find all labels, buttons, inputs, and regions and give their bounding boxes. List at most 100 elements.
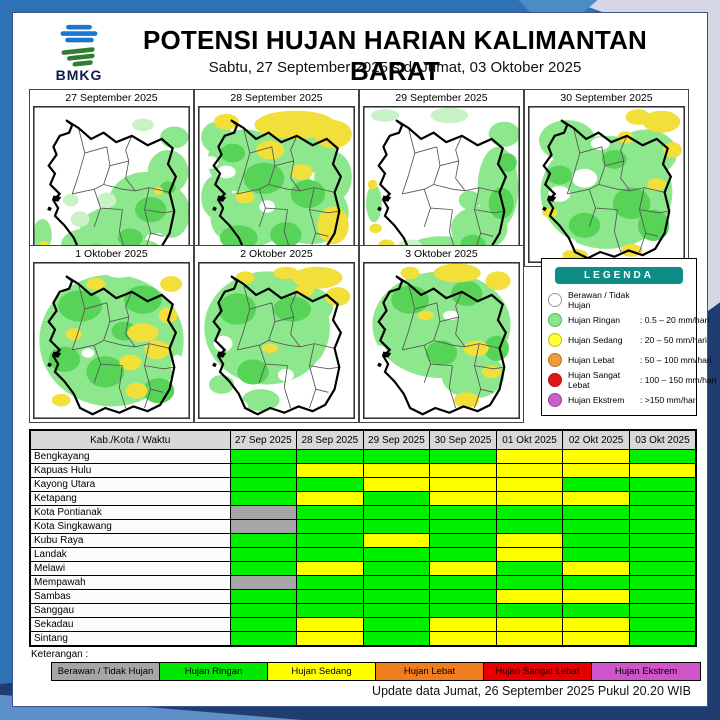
rain-category-cell [628, 533, 697, 548]
table-row: Melawi [29, 561, 697, 576]
rain-category-cell [296, 603, 364, 618]
rain-category-cell [562, 463, 630, 478]
rain-category-cell [429, 463, 497, 478]
region-name: Melawi [29, 561, 231, 576]
rain-forecast-map [363, 262, 520, 419]
panel-date-label: 3 Oktober 2025 [405, 248, 478, 260]
rain-category-cell [362, 547, 431, 562]
region-name: Sambas [29, 589, 231, 604]
table-date-header: 02 Okt 2025 [562, 429, 630, 450]
rain-category-cell [362, 477, 431, 492]
rain-category-cell [495, 603, 564, 618]
rain-category-cell [296, 561, 364, 576]
rain-category-cell [562, 603, 630, 618]
rain-category-cell [562, 533, 630, 548]
rain-category-cell [562, 617, 630, 632]
rain-category-cell [628, 603, 697, 618]
rain-category-cell [229, 505, 298, 520]
rain-category-cell [495, 561, 564, 576]
legend-item-range: : 50 – 100 mm/hari [640, 355, 712, 365]
rain-category-cell [296, 477, 364, 492]
legend-color-dot [548, 333, 562, 347]
legend-item: Berawan / Tidak Hujan [542, 290, 696, 310]
keterangan-category-cell: Hujan Lebat [376, 663, 484, 680]
rain-category-cell [229, 547, 298, 562]
rain-forecast-map [363, 106, 520, 263]
page-title: POTENSI HUJAN HARIAN KALIMANTAN BARAT [142, 25, 648, 86]
rain-category-cell [429, 631, 497, 647]
region-name: Kota Singkawang [29, 519, 231, 534]
region-name: Landak [29, 547, 231, 562]
rain-category-cell [296, 519, 364, 534]
rain-category-cell [562, 561, 630, 576]
rain-category-cell [229, 617, 298, 632]
rain-category-cell [628, 589, 697, 604]
rain-category-cell [429, 589, 497, 604]
rain-category-cell [562, 547, 630, 562]
region-name: Bengkayang [29, 449, 231, 464]
legend-color-dot [548, 313, 562, 327]
update-timestamp: Update data Jumat, 26 September 2025 Puk… [372, 684, 691, 698]
legend-item-range: : 20 – 50 mm/hari [640, 335, 707, 345]
rain-category-cell [229, 449, 298, 464]
forecast-map-panel: 28 September 2025 [194, 89, 359, 267]
rain-forecast-map [33, 106, 190, 263]
table-row: Mempawah [29, 575, 697, 590]
rain-category-cell [562, 491, 630, 506]
rain-category-cell [562, 575, 630, 590]
rain-category-cell [429, 491, 497, 506]
table-row: Kota Singkawang [29, 519, 697, 534]
rain-category-cell [562, 631, 630, 647]
keterangan-category-cell: Berawan / Tidak Hujan [52, 663, 160, 680]
rain-category-cell [429, 561, 497, 576]
rain-forecast-map [33, 262, 190, 419]
keterangan-label: Keterangan : [31, 649, 89, 660]
table-date-header: 01 Okt 2025 [495, 429, 564, 450]
rain-category-cell [562, 519, 630, 534]
rain-category-cell [429, 519, 497, 534]
rain-category-cell [562, 589, 630, 604]
rain-category-cell [296, 589, 364, 604]
panel-date-label: 28 September 2025 [230, 92, 323, 104]
region-name: Kapuas Hulu [29, 463, 231, 478]
rain-category-cell [296, 463, 364, 478]
rain-category-cell [296, 631, 364, 647]
keterangan-category-cell: Hujan Ringan [160, 663, 268, 680]
legend-item-range: : >150 mm/hari [640, 395, 698, 405]
keterangan-category-cell: Hujan Sangat Lebat [484, 663, 592, 680]
table-row: Kubu Raya [29, 533, 697, 548]
rain-category-cell [362, 603, 431, 618]
bmkg-logo: BMKG [43, 23, 115, 83]
rain-category-cell [362, 449, 431, 464]
keterangan-color-bar: Berawan / Tidak Hujan Hujan Ringan Hujan S… [51, 662, 701, 681]
rain-category-cell [628, 519, 697, 534]
forecast-maps-row-1: 27 September 2025 28 September 2025 29 Sep… [29, 89, 689, 267]
legend-color-dot [548, 293, 562, 307]
rain-category-cell [362, 575, 431, 590]
legend-item-label: Berawan / Tidak Hujan [568, 290, 630, 310]
rain-category-cell [628, 491, 697, 506]
page-subtitle: Sabtu, 27 September 2025 s.d. Jumat, 03 … [208, 59, 582, 76]
table-date-header: 30 Sep 2025 [429, 429, 497, 450]
forecast-map-panel: 27 September 2025 [29, 89, 194, 267]
forecast-maps-row-2: 1 Oktober 2025 2 Oktober 2025 3 Oktober 20… [29, 245, 524, 423]
legend-color-dot [548, 373, 562, 387]
panel-date-label: 30 September 2025 [560, 92, 653, 104]
table-row: Kapuas Hulu [29, 463, 697, 478]
table-row: Landak [29, 547, 697, 562]
legend-item: Hujan Sedang: 20 – 50 mm/hari [542, 330, 707, 350]
legend-item-label: Hujan Ekstrem [568, 395, 625, 405]
table-row: Sekadau [29, 617, 697, 632]
rain-category-cell [229, 603, 298, 618]
forecast-map-panel: 1 Oktober 2025 [29, 245, 194, 423]
rain-category-cell [562, 449, 630, 464]
rain-category-cell [429, 505, 497, 520]
rain-category-cell [628, 463, 697, 478]
table-row: Sintang [29, 631, 697, 647]
rain-category-cell [362, 631, 431, 647]
forecast-map-panel: 30 September 2025 [524, 89, 689, 267]
region-name: Sekadau [29, 617, 231, 632]
rain-category-cell [362, 519, 431, 534]
legend-color-dot [548, 353, 562, 367]
panel-date-label: 27 September 2025 [65, 92, 158, 104]
